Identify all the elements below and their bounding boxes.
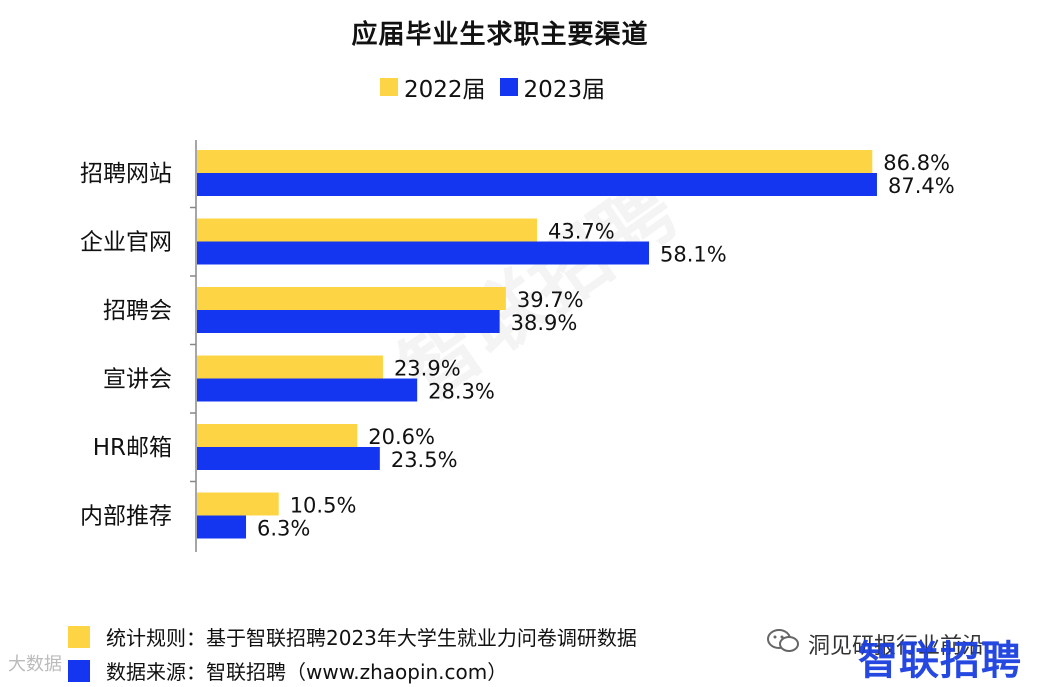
footer-source-text: 数据来源：智联招聘（www.zhaopin.com）	[106, 660, 508, 684]
footer-rule-swatch	[68, 625, 90, 648]
legend-item-2022: 2022届	[380, 70, 486, 104]
chart-title: 应届毕业生求职主要渠道	[351, 20, 649, 50]
bar-2022	[197, 424, 358, 447]
bar-2022	[197, 150, 873, 173]
bar-2023	[197, 241, 650, 265]
category-label: HR邮箱	[93, 435, 172, 461]
data-label: 28.3%	[428, 380, 495, 404]
legend-swatch-2022	[380, 78, 398, 96]
chart-legend: 2022届 2023届	[380, 70, 619, 104]
legend-item-2023: 2023届	[499, 70, 606, 104]
legend-label-2023: 2023届	[523, 77, 606, 103]
bar-2022	[197, 287, 506, 310]
footer-source-swatch	[68, 659, 90, 682]
legend-label-2022: 2022届	[404, 77, 486, 103]
category-label: 内部推荐	[80, 504, 172, 530]
category-label: 招聘网站	[80, 161, 172, 187]
brand-logo: 智联招聘	[858, 638, 1022, 684]
footer-rule: 统计规则：基于智联招聘2023年大学生就业力问卷调研数据	[68, 622, 637, 651]
category-label: 企业官网	[80, 230, 172, 256]
data-label: 58.1%	[660, 243, 727, 267]
footer-rule-text: 统计规则：基于智联招聘2023年大学生就业力问卷调研数据	[106, 626, 637, 650]
data-label: 23.9%	[394, 357, 461, 381]
bar-2022	[197, 218, 537, 242]
wechat-icon	[766, 628, 800, 658]
data-label: 23.5%	[391, 448, 458, 472]
bar-2022	[197, 492, 279, 516]
category-label: 招聘会	[103, 298, 172, 324]
data-label: 43.7%	[548, 220, 615, 244]
legend-swatch-2023	[499, 78, 518, 96]
bar-2022	[197, 355, 383, 379]
bar-2023	[197, 447, 380, 470]
corner-logo: 大数据	[8, 654, 62, 675]
bar-2023	[197, 173, 877, 196]
data-label: 10.5%	[290, 494, 357, 518]
data-label: 20.6%	[368, 425, 435, 449]
bar-2023	[197, 310, 500, 333]
bar-chart: 招聘网站 86.8%87.4% 企业官网 43.7% 58.1% 招聘会 39.7%38.9…	[80, 140, 955, 552]
bar-2023	[197, 378, 418, 402]
data-label: 39.7%	[517, 288, 584, 312]
data-label: 38.9%	[511, 311, 578, 335]
data-label: 87.4%	[888, 174, 955, 198]
data-label: 6.3%	[257, 517, 310, 541]
wechat-account-name: 洞见研报行业前沿	[808, 634, 985, 659]
bar-2023	[197, 515, 247, 539]
data-label: 86.8%	[883, 151, 950, 175]
footer-source: 数据来源：智联招聘（www.zhaopin.com）	[68, 656, 507, 685]
category-label: 宣讲会	[103, 367, 172, 393]
